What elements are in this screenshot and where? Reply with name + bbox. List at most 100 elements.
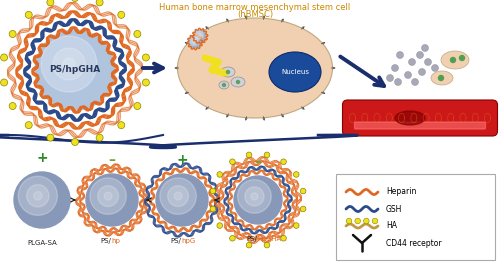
Circle shape <box>9 31 16 38</box>
Circle shape <box>193 40 195 42</box>
Circle shape <box>238 180 271 213</box>
Circle shape <box>422 44 428 52</box>
Text: PLGA-SA: PLGA-SA <box>27 240 57 246</box>
Circle shape <box>386 74 394 82</box>
Circle shape <box>294 172 299 177</box>
Circle shape <box>63 58 75 70</box>
Circle shape <box>372 218 378 224</box>
Circle shape <box>90 178 126 214</box>
Circle shape <box>251 193 258 200</box>
Text: +: + <box>176 153 188 167</box>
Circle shape <box>98 186 118 206</box>
Circle shape <box>195 31 203 39</box>
Circle shape <box>450 58 456 63</box>
Circle shape <box>230 159 235 165</box>
Text: Heparin: Heparin <box>386 188 416 196</box>
Text: PS/: PS/ <box>246 236 257 242</box>
Circle shape <box>134 31 141 38</box>
Circle shape <box>300 188 306 194</box>
Circle shape <box>236 80 240 83</box>
Ellipse shape <box>269 52 321 92</box>
Circle shape <box>222 83 226 87</box>
Ellipse shape <box>178 18 332 118</box>
Ellipse shape <box>221 67 235 77</box>
Circle shape <box>168 186 188 206</box>
Circle shape <box>174 192 182 200</box>
Text: CD44 receptor: CD44 receptor <box>386 239 442 247</box>
Circle shape <box>189 36 201 48</box>
Text: +: + <box>36 151 48 165</box>
Circle shape <box>96 0 103 6</box>
Circle shape <box>346 218 352 224</box>
Text: hpG: hpG <box>181 238 195 244</box>
Circle shape <box>396 52 404 58</box>
Circle shape <box>392 64 398 72</box>
Circle shape <box>118 122 125 129</box>
Text: Human bone marrow mesenchymal stem cell: Human bone marrow mesenchymal stem cell <box>160 3 350 12</box>
Circle shape <box>0 54 7 61</box>
Circle shape <box>47 134 54 141</box>
Circle shape <box>264 152 270 158</box>
Circle shape <box>41 36 97 92</box>
Circle shape <box>460 55 464 60</box>
Text: (hBMSC): (hBMSC) <box>237 10 273 19</box>
Circle shape <box>142 79 150 86</box>
Circle shape <box>18 176 58 215</box>
Circle shape <box>0 79 7 86</box>
Circle shape <box>198 34 200 36</box>
Circle shape <box>217 172 222 177</box>
Circle shape <box>142 54 150 61</box>
FancyBboxPatch shape <box>342 100 498 136</box>
Circle shape <box>424 58 432 65</box>
Ellipse shape <box>431 71 453 85</box>
Text: PS/: PS/ <box>100 238 111 244</box>
Circle shape <box>47 0 54 6</box>
Circle shape <box>408 58 416 65</box>
Circle shape <box>196 33 202 38</box>
Ellipse shape <box>231 77 245 87</box>
Text: PS/: PS/ <box>170 238 181 244</box>
Circle shape <box>35 30 115 110</box>
Circle shape <box>217 223 222 228</box>
Text: HA: HA <box>386 221 397 230</box>
Circle shape <box>14 172 70 228</box>
Circle shape <box>9 103 16 109</box>
Circle shape <box>134 103 141 109</box>
Text: hpGHA: hpGHA <box>257 236 281 242</box>
Circle shape <box>246 242 252 248</box>
Circle shape <box>230 235 235 241</box>
Text: Nucleus: Nucleus <box>281 69 309 75</box>
Circle shape <box>404 72 411 78</box>
Circle shape <box>72 0 78 2</box>
Circle shape <box>25 11 32 18</box>
Text: –: – <box>108 153 116 167</box>
Circle shape <box>234 176 282 224</box>
Text: PS/hpGHA: PS/hpGHA <box>50 65 100 74</box>
Text: GSH: GSH <box>386 205 402 214</box>
Circle shape <box>294 223 299 228</box>
Circle shape <box>412 78 418 85</box>
Circle shape <box>281 159 286 165</box>
Circle shape <box>190 37 198 45</box>
Circle shape <box>25 122 32 129</box>
Circle shape <box>416 52 424 58</box>
Circle shape <box>245 187 264 206</box>
Circle shape <box>210 206 216 212</box>
Circle shape <box>96 134 103 141</box>
FancyBboxPatch shape <box>354 122 486 129</box>
Circle shape <box>104 192 112 200</box>
FancyBboxPatch shape <box>336 174 495 260</box>
Circle shape <box>72 139 78 145</box>
Circle shape <box>53 48 85 80</box>
Text: –: – <box>254 155 262 169</box>
Circle shape <box>156 174 208 226</box>
Circle shape <box>118 11 125 18</box>
Circle shape <box>192 39 196 43</box>
Circle shape <box>364 218 369 224</box>
Circle shape <box>300 206 306 212</box>
Circle shape <box>432 64 438 72</box>
Circle shape <box>210 188 216 194</box>
Circle shape <box>160 178 196 214</box>
Circle shape <box>246 152 252 158</box>
Circle shape <box>355 218 360 224</box>
